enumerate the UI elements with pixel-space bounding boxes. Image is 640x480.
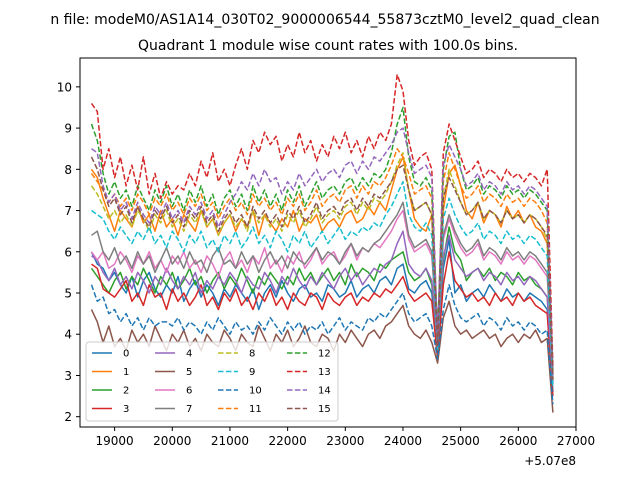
legend-label-5: 5 [186, 367, 192, 378]
figure-suptitle: n file: modeM0/AS1A14_030T02_9000006544_… [50, 12, 599, 28]
legend-label-14: 14 [318, 386, 331, 397]
series-line-4 [91, 230, 554, 384]
y-tick-label: 6 [64, 245, 72, 259]
legend-label-10: 10 [249, 386, 262, 397]
series-line-10 [90, 284, 554, 405]
series-line-15 [90, 156, 554, 380]
series-line-6 [90, 209, 554, 376]
x-tick-label: 24000 [384, 434, 422, 448]
x-tick-label: 26000 [499, 434, 537, 448]
legend-label-12: 12 [318, 349, 331, 360]
legend-label-11: 11 [249, 404, 262, 415]
legend-label-6: 6 [186, 386, 192, 397]
x-offset-label: +5.07e8 [524, 454, 576, 468]
legend-label-4: 4 [186, 349, 192, 360]
series-line-3 [91, 251, 554, 397]
series-line-14 [91, 127, 554, 376]
legend-label-8: 8 [249, 349, 255, 360]
series-line-9 [91, 180, 554, 388]
x-tick-label: 27000 [557, 434, 595, 448]
series-line-0 [90, 238, 554, 393]
legend-label-3: 3 [123, 404, 129, 415]
x-tick-label: 22000 [269, 434, 307, 448]
legend-label-2: 2 [123, 386, 129, 397]
x-tick-label: 21000 [211, 434, 249, 448]
series-line-11 [90, 147, 554, 376]
y-tick-label: 9 [64, 122, 72, 136]
series-line-13 [90, 73, 554, 368]
x-tick-label: 19000 [96, 434, 134, 448]
legend-label-15: 15 [318, 404, 331, 415]
y-tick-label: 4 [64, 328, 72, 342]
chart-title: Quadrant 1 module wise count rates with … [138, 38, 518, 54]
x-tick-label: 20000 [153, 434, 191, 448]
y-axis: 2 3 4 5 6 7 8 9 10 [57, 80, 80, 424]
y-tick-label: 7 [64, 204, 72, 218]
legend-frame [85, 341, 339, 422]
y-tick-label: 8 [64, 163, 72, 177]
legend-label-9: 9 [249, 367, 255, 378]
x-axis: 19000 20000 21000 22000 23000 24000 25000 26000… [96, 427, 595, 448]
legend-label-13: 13 [318, 367, 331, 378]
y-tick-label: 2 [64, 410, 72, 424]
legend-label-0: 0 [123, 349, 129, 360]
y-tick-label: 3 [64, 369, 72, 383]
axes-frame [79, 57, 577, 428]
legend-label-1: 1 [123, 367, 129, 378]
series-line-7 [91, 201, 554, 372]
series-line-12 [90, 106, 554, 372]
y-tick-label: 10 [57, 80, 72, 94]
x-tick-label: 23000 [326, 434, 364, 448]
plot-series-group [90, 73, 554, 413]
legend-label-7: 7 [186, 404, 192, 415]
x-tick-label: 25000 [442, 434, 480, 448]
y-tick-label: 5 [64, 287, 72, 301]
